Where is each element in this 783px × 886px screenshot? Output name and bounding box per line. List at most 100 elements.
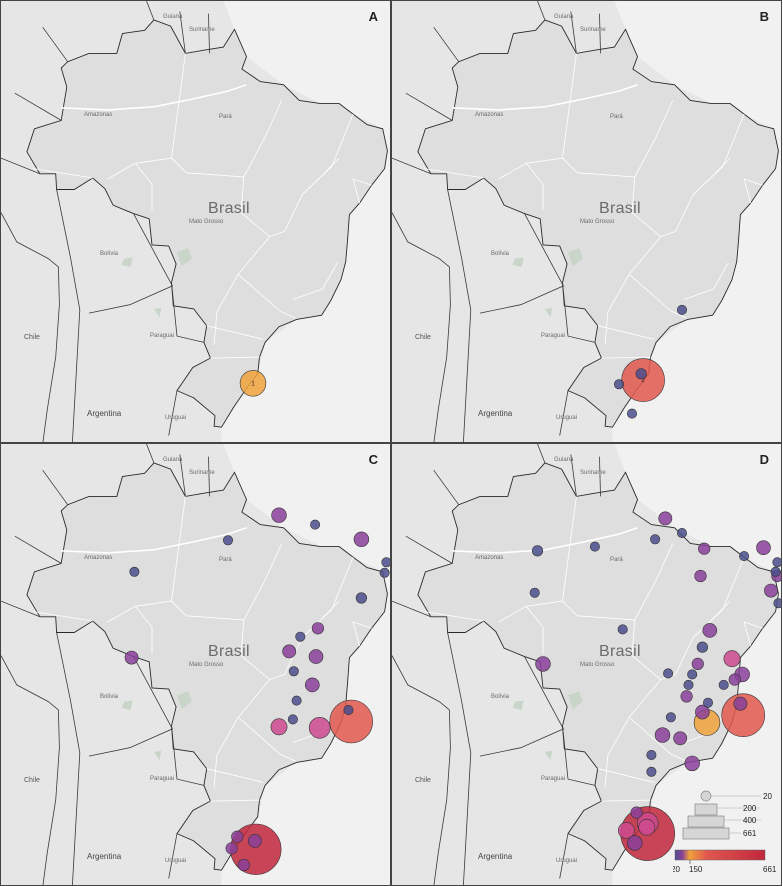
map-label-bolivia: Bolívia [491, 251, 510, 257]
case-bubble [381, 557, 390, 568]
state-border [526, 543, 674, 621]
map-label-brasil: Brasil [208, 200, 250, 217]
case-bubble [311, 622, 325, 635]
case-bubble [627, 408, 638, 419]
amazon-river [452, 84, 638, 111]
country-border [537, 1, 546, 21]
state-border [292, 262, 338, 300]
wetland [512, 257, 524, 267]
case-bubble [627, 835, 643, 851]
wetland [121, 700, 133, 710]
case-bubble [694, 569, 707, 583]
brazil-outline [26, 462, 388, 871]
map-label-guiana: Guiana [554, 14, 574, 20]
panel-label: B [759, 9, 769, 24]
map-label-argentina: Argentina [478, 409, 513, 418]
state-border [171, 496, 186, 602]
pacific-coastline [392, 212, 451, 442]
legend-color-label-max: 661 [763, 865, 777, 874]
state-border [743, 178, 763, 204]
country-border [562, 282, 595, 343]
case-bubble [658, 511, 673, 526]
state-border [210, 799, 260, 802]
country-border [171, 725, 204, 786]
country-border [1, 600, 41, 618]
case-bubble [288, 666, 299, 677]
wetland [512, 700, 524, 710]
case-bubble [614, 379, 625, 390]
panel-label: A [368, 9, 378, 24]
brazil-outline [417, 19, 779, 428]
case-bubble [271, 507, 287, 523]
country-border [537, 444, 546, 464]
case-bubble [676, 528, 687, 539]
case-bubble [646, 766, 657, 777]
map-label-uruguai: Uruguai [556, 858, 578, 864]
case-bubble [772, 557, 781, 568]
case-bubble [239, 370, 267, 397]
state-border [352, 178, 372, 204]
state-border [498, 605, 544, 654]
pacific-coastline [392, 655, 451, 885]
state-border [210, 356, 260, 359]
map-label-mato-grosso: Mato Grosso [580, 662, 615, 668]
case-bubble [270, 718, 288, 736]
case-bubble [739, 551, 750, 562]
map-label-paraguai: Paraguai [150, 333, 175, 339]
legend-size-step-400 [687, 815, 725, 828]
country-border [42, 469, 69, 505]
case-bubble [723, 650, 741, 668]
case-bubble [124, 650, 139, 665]
state-border [631, 113, 745, 238]
state-border [206, 768, 264, 783]
case-bubble [295, 631, 306, 642]
pacific-coastline [1, 212, 60, 442]
case-bubble [756, 540, 771, 555]
case-bubble [698, 542, 711, 555]
state-border [562, 53, 577, 159]
country-border [168, 390, 178, 436]
state-border [631, 556, 745, 681]
case-bubble [308, 649, 324, 664]
map-label-suriname: Suriname [189, 470, 215, 476]
state-border [206, 325, 264, 340]
map-label-guiana: Guiana [163, 14, 183, 20]
case-bubble [223, 535, 234, 546]
case-bubble [654, 727, 671, 743]
case-bubble [343, 704, 354, 715]
country-border [599, 13, 601, 54]
country-border [559, 833, 569, 879]
case-bubble [770, 566, 781, 577]
state-border [107, 605, 153, 654]
case-bubble [680, 690, 693, 703]
state-border [498, 162, 544, 211]
wetland [544, 307, 553, 318]
case-bubble [247, 833, 262, 848]
legend-color-label-mid: 150 [689, 865, 703, 874]
state-border [135, 100, 283, 178]
country-border [447, 189, 472, 442]
case-bubble [695, 704, 710, 720]
country-border [56, 632, 81, 885]
map-label-brasil: Brasil [599, 643, 641, 660]
case-bubble [310, 519, 321, 530]
wetland [153, 307, 162, 318]
state-border [692, 600, 731, 638]
wetland [544, 750, 553, 761]
map-label-chile: Chile [415, 334, 431, 341]
case-bubble [291, 695, 302, 706]
legend-size-label-20: 20 [763, 792, 772, 801]
map-label-para: Pará [610, 114, 623, 120]
case-bubble [691, 657, 704, 670]
state-border [135, 543, 283, 621]
legend-graphic: 20 200 400 661 20 150 661 [671, 790, 777, 874]
case-bubble [684, 755, 700, 772]
map-label-mato-grosso: Mato Grosso [580, 219, 615, 225]
state-border [301, 157, 340, 195]
legend-size-circle-20 [700, 790, 712, 802]
map-label-chile: Chile [415, 777, 431, 784]
country-border [433, 26, 460, 62]
case-bubble [355, 592, 368, 604]
country-border [447, 632, 472, 885]
